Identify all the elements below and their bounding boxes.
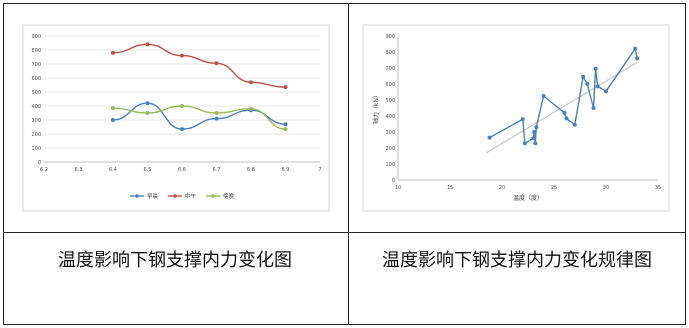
data-point [562, 110, 567, 115]
y-tick-label: 600 [31, 76, 41, 82]
data-point [564, 116, 569, 121]
data-point [534, 125, 539, 130]
chart-frame [362, 24, 670, 212]
data-point [533, 141, 538, 146]
y-tick-label: 700 [385, 66, 395, 72]
data-point [145, 101, 150, 106]
data-point [249, 80, 253, 85]
y-tick-label: 900 [31, 34, 41, 40]
data-point [635, 56, 640, 61]
data-point [522, 141, 527, 146]
x-tick-label: 15 [447, 185, 453, 191]
data-point [531, 136, 536, 141]
data-point [214, 111, 219, 115]
series-line [112, 43, 286, 88]
y-axis-title: 轴力（kN） [372, 92, 380, 124]
y-tick-label: 500 [31, 90, 41, 96]
x-tick-label: 7 [318, 167, 321, 173]
data-point [283, 127, 288, 132]
y-tick-label: 100 [31, 146, 41, 152]
data-point [532, 130, 537, 134]
y-tick-label: 200 [385, 146, 395, 152]
data-point [520, 117, 525, 122]
data-point [581, 74, 586, 79]
temperature-force-scatter-chart: 0 100 200 300 400 500 600 700 800 900 10 15 20 25 30 35… [362, 24, 670, 212]
data-point [633, 46, 638, 51]
x-tick-label: 25 [551, 185, 557, 191]
figure-table: 0 100 200 300 400 500 600 700 800 900 6.2 6.3 6.4 6.5… [3, 3, 686, 325]
y-tick-label: 900 [385, 34, 395, 40]
x-tick-label: 35 [655, 185, 661, 191]
y-tick-label: 100 [385, 162, 395, 168]
data-point [604, 89, 608, 94]
x-axis-title: 温度（度） [513, 194, 543, 202]
data-point [145, 42, 150, 47]
data-point [145, 111, 150, 115]
x-tick-label: 6.9 [282, 167, 290, 173]
data-point [111, 106, 115, 111]
chart-frame [22, 24, 330, 212]
temperature-internal-force-chart: 0 100 200 300 400 500 600 700 800 900 6.2 6.3 6.4 6.5… [22, 24, 330, 212]
data-point [541, 94, 546, 98]
y-tick-label: 500 [385, 98, 395, 104]
data-point [249, 106, 253, 111]
data-point [572, 122, 577, 127]
y-tick-label: 600 [385, 82, 395, 88]
y-tick-label: 300 [385, 130, 395, 136]
data-point [180, 53, 184, 58]
y-tick-label: 200 [31, 132, 41, 138]
y-tick-label: 800 [385, 50, 395, 56]
y-tick-label: 400 [385, 114, 395, 120]
legend-marker [211, 194, 215, 198]
table-divider-horizontal [4, 232, 685, 233]
data-point [283, 85, 288, 90]
x-tick-label: 10 [395, 185, 401, 191]
x-tick-label: 6.4 [109, 167, 117, 173]
x-tick-label: 20 [499, 185, 505, 191]
x-tick-label: 6.7 [213, 167, 221, 173]
y-tick-label: 0 [392, 178, 395, 184]
caption-right: 温度影响下钢支撑内力变化规律图 [382, 250, 652, 271]
series-line [112, 102, 286, 130]
table-divider-vertical [348, 4, 349, 324]
x-tick-label: 6.3 [75, 167, 83, 173]
y-tick-label: 700 [31, 62, 41, 68]
x-tick-label: 6.2 [40, 167, 48, 173]
data-point [591, 106, 596, 110]
data-point [585, 82, 590, 86]
x-tick-label: 6.8 [247, 167, 255, 173]
x-tick-label: 6.6 [178, 167, 186, 173]
data-point [487, 135, 492, 140]
legend-label: 早晨 [147, 193, 159, 200]
data-point [593, 66, 598, 71]
data-point [595, 84, 600, 89]
series-line [112, 105, 286, 130]
data-point [111, 50, 115, 55]
data-point [180, 104, 184, 108]
data-point [214, 61, 219, 66]
legend-label: 傍晚 [223, 192, 235, 200]
x-tick-label: 30 [603, 185, 609, 191]
y-tick-label: 300 [31, 118, 41, 124]
data-point [111, 118, 115, 122]
y-tick-label: 400 [31, 104, 41, 110]
trendline [486, 61, 638, 154]
x-tick-label: 6.5 [144, 167, 152, 173]
caption-left: 温度影响下钢支撑内力变化图 [58, 250, 292, 271]
legend-marker [173, 194, 177, 198]
data-point [180, 127, 184, 132]
legend-marker [135, 194, 139, 198]
data-point [283, 122, 288, 127]
data-point [214, 116, 219, 121]
y-tick-label: 800 [31, 48, 41, 54]
y-tick-label: 0 [38, 160, 41, 166]
legend-label: 中午 [185, 192, 197, 200]
